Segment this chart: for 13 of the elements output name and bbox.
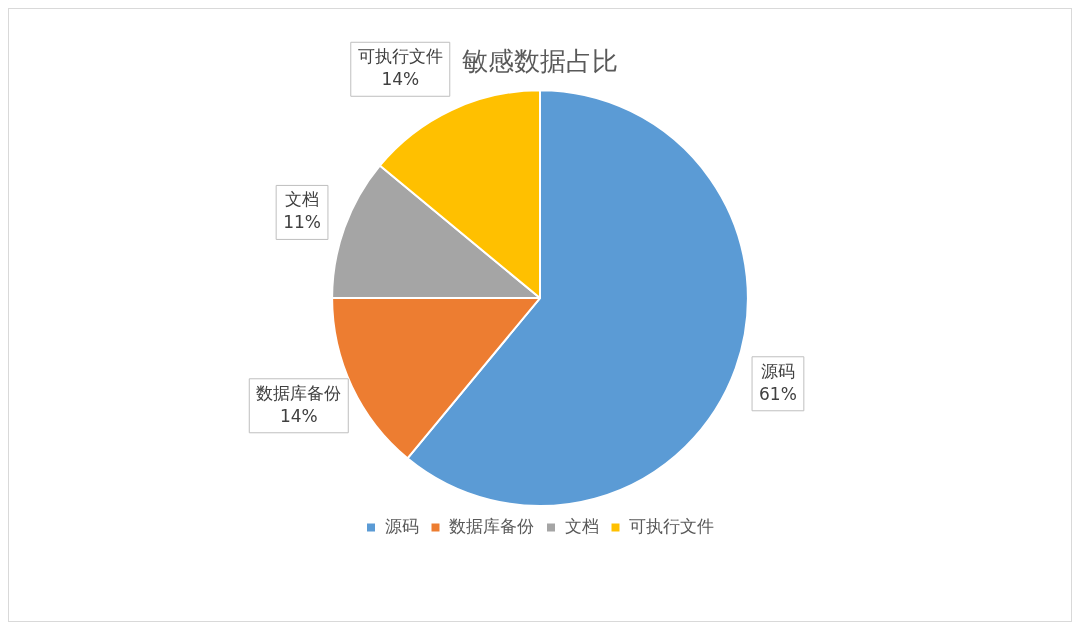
- legend-label: 文档: [564, 515, 599, 536]
- slice-label: 可执行文件: [357, 46, 443, 67]
- slice-label: 源码: [760, 360, 795, 381]
- data-label: 61%: [759, 383, 797, 404]
- slice-label: 文档: [285, 189, 320, 210]
- data-label: 14%: [381, 69, 420, 90]
- slice-label: 数据库备份: [256, 382, 342, 403]
- legend-label: 源码: [384, 515, 419, 536]
- legend-label: 数据库备份: [449, 515, 534, 536]
- chart-title: 敏感数据占比: [462, 46, 618, 77]
- legend-label: 可执行文件: [629, 515, 714, 536]
- data-label: 14%: [279, 405, 318, 426]
- data-label: 11%: [283, 212, 321, 233]
